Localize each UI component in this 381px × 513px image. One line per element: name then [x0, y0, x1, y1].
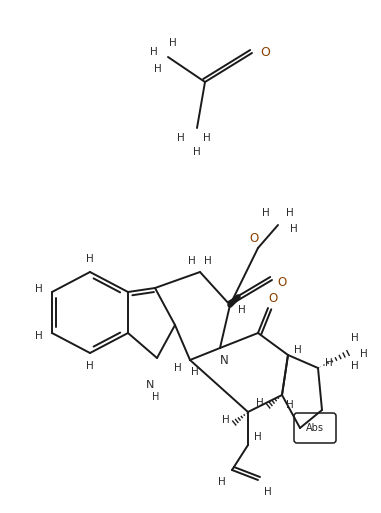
Text: H: H — [169, 38, 177, 48]
Text: H: H — [222, 415, 230, 425]
Text: H: H — [218, 477, 226, 487]
Text: H: H — [264, 487, 272, 497]
Text: H: H — [35, 331, 43, 341]
Text: H: H — [254, 432, 262, 442]
Text: H: H — [174, 363, 182, 373]
Text: H: H — [256, 398, 264, 408]
Text: H: H — [325, 358, 333, 368]
Text: H: H — [204, 256, 212, 266]
Text: O: O — [250, 231, 259, 245]
Text: H: H — [177, 133, 185, 143]
Text: H: H — [203, 133, 211, 143]
Text: H: H — [150, 47, 158, 57]
Text: O: O — [268, 291, 278, 305]
Text: H: H — [290, 224, 298, 234]
Text: H: H — [191, 367, 199, 377]
Text: O: O — [277, 275, 287, 288]
Text: H: H — [154, 64, 162, 74]
Text: H: H — [286, 400, 294, 410]
Text: H: H — [351, 333, 359, 343]
Text: H: H — [360, 349, 368, 359]
Text: H: H — [262, 208, 270, 218]
Text: H: H — [152, 392, 160, 402]
Text: O: O — [260, 47, 270, 60]
Text: H: H — [351, 361, 359, 371]
Text: H: H — [238, 305, 246, 315]
Text: H: H — [294, 345, 302, 355]
Text: N: N — [146, 380, 154, 390]
Text: H: H — [193, 147, 201, 157]
Text: H: H — [86, 254, 94, 264]
Text: Abs: Abs — [306, 423, 324, 433]
FancyBboxPatch shape — [294, 413, 336, 443]
Text: H: H — [188, 256, 196, 266]
Text: H: H — [286, 208, 294, 218]
Text: N: N — [219, 354, 228, 367]
Text: H: H — [86, 361, 94, 371]
Text: H: H — [35, 284, 43, 294]
